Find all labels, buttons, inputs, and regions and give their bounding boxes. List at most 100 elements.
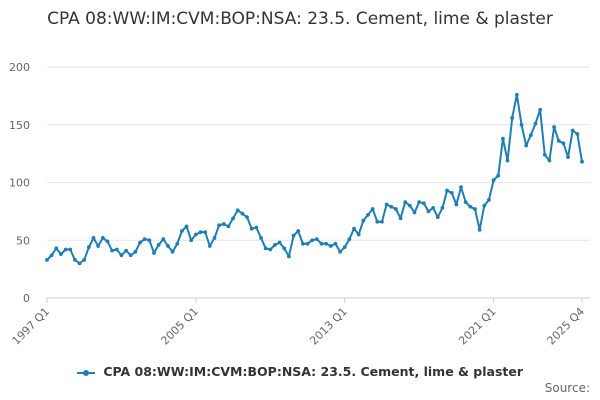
data-point	[114, 247, 119, 252]
data-point	[96, 244, 101, 248]
data-point	[128, 253, 133, 258]
data-point	[63, 247, 68, 252]
data-point	[496, 173, 501, 178]
data-point	[119, 253, 124, 258]
x-tick-label: 2005 Q1	[158, 305, 201, 348]
data-point	[505, 158, 510, 163]
data-point	[245, 215, 249, 220]
data-point	[310, 238, 315, 243]
series-layer	[45, 92, 584, 266]
data-point	[533, 121, 538, 126]
data-point	[82, 257, 87, 262]
data-point	[482, 203, 487, 208]
data-point	[249, 226, 254, 231]
data-point	[282, 246, 287, 251]
legend-label: CPA 08:WW:IM:CVM:BOP:NSA: 23.5. Cement, …	[103, 364, 524, 379]
data-point	[366, 212, 370, 217]
data-point	[300, 241, 305, 246]
data-point	[273, 242, 277, 247]
data-point	[91, 236, 96, 240]
data-point	[207, 244, 212, 248]
data-point	[240, 211, 245, 216]
data-point	[566, 155, 570, 159]
data-point	[124, 248, 128, 253]
data-point	[175, 241, 180, 246]
data-point	[305, 241, 310, 246]
data-point	[370, 207, 375, 211]
data-point	[384, 202, 389, 207]
y-tick-label: 150	[9, 119, 30, 132]
legend[interactable]: CPA 08:WW:IM:CVM:BOP:NSA: 23.5. Cement, …	[0, 364, 600, 379]
data-point	[519, 122, 524, 127]
data-point	[356, 232, 361, 237]
data-point	[212, 236, 217, 240]
data-point	[291, 233, 296, 238]
data-point	[412, 210, 417, 215]
data-point	[524, 143, 529, 148]
data-point	[170, 249, 175, 254]
data-point	[100, 236, 105, 240]
data-point	[54, 246, 59, 251]
data-point	[277, 240, 282, 245]
data-point	[45, 257, 49, 262]
data-point	[421, 201, 426, 206]
data-point	[552, 125, 556, 129]
data-point	[166, 244, 170, 248]
data-point	[152, 251, 156, 255]
data-point	[477, 227, 482, 232]
data-point	[347, 237, 352, 241]
y-tick-label: 100	[9, 177, 30, 190]
data-point	[501, 136, 505, 141]
data-point	[254, 225, 259, 230]
data-point	[77, 261, 82, 266]
data-point	[394, 207, 398, 211]
data-point	[528, 133, 533, 138]
data-point	[203, 230, 208, 235]
data-point	[184, 224, 189, 229]
data-point	[407, 203, 412, 208]
data-point	[235, 208, 240, 213]
data-point	[221, 222, 226, 226]
data-point	[417, 200, 422, 205]
data-point	[86, 245, 91, 250]
y-axis-ticks: 0 50 100 150 200	[9, 61, 30, 305]
data-point	[454, 202, 459, 207]
data-point	[463, 200, 468, 205]
data-point	[380, 219, 384, 224]
data-point	[226, 224, 231, 229]
data-point	[510, 115, 515, 120]
data-point	[217, 223, 222, 228]
x-tick-label: 2013 Q1	[307, 305, 350, 348]
data-point	[468, 204, 473, 209]
x-axis-ticks: 1997 Q1 2005 Q1 2013 Q1 2021 Q1 2025 Q4	[10, 298, 587, 348]
y-tick-label: 200	[9, 61, 30, 74]
data-point	[389, 204, 394, 209]
data-point	[68, 247, 73, 252]
data-point	[231, 216, 235, 221]
data-point	[138, 240, 142, 245]
data-point	[514, 92, 519, 97]
data-point	[440, 206, 445, 210]
data-point	[538, 107, 543, 112]
source-label: Source:	[544, 381, 590, 395]
y-tick-label: 0	[23, 292, 30, 305]
data-point	[198, 230, 203, 235]
data-point	[324, 241, 329, 246]
data-point	[352, 226, 356, 231]
x-tick-label: 1997 Q1	[10, 305, 53, 348]
data-point	[161, 237, 166, 241]
data-point	[110, 248, 115, 253]
data-point	[547, 158, 552, 163]
data-point	[49, 253, 54, 258]
chart-title: CPA 08:WW:IM:CVM:BOP:NSA: 23.5. Cement, …	[47, 9, 553, 29]
data-point	[487, 197, 491, 202]
data-point	[338, 249, 342, 254]
data-point	[296, 229, 301, 233]
data-point	[287, 254, 291, 259]
data-point	[445, 188, 449, 193]
data-point	[189, 238, 194, 243]
data-point	[268, 247, 273, 252]
data-point	[263, 246, 268, 251]
data-point	[491, 178, 496, 183]
